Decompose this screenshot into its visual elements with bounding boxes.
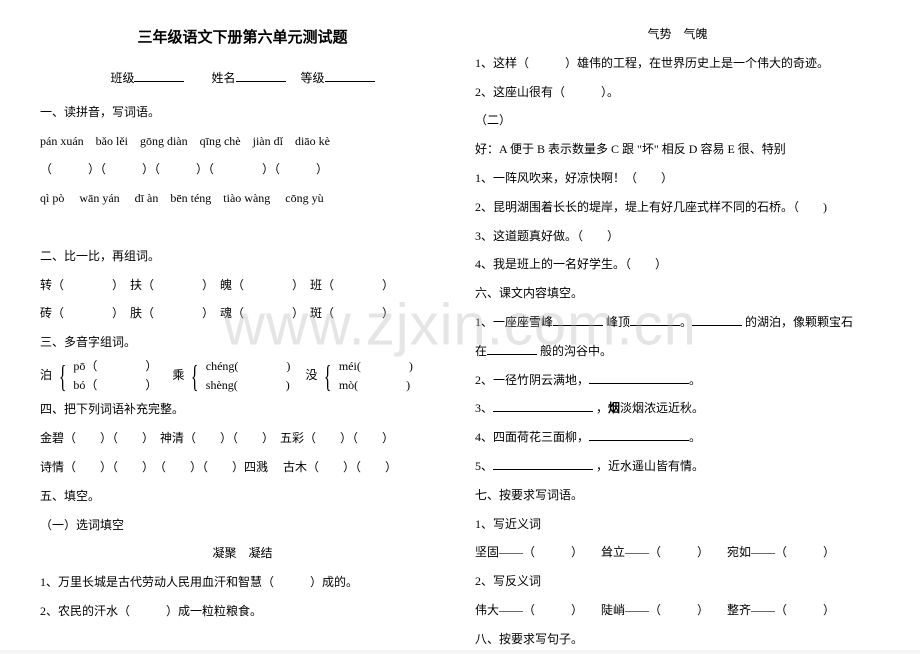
pinyin-row-2: qì pò wān yán dī àn bēn téng tiào wàng c…	[40, 184, 445, 213]
s6-3b: ，	[596, 401, 608, 415]
paren-row-2	[40, 213, 445, 242]
section-8: 八、按要求写句子。	[475, 625, 880, 654]
char-mei: 没	[305, 368, 317, 382]
mei-reading: méi( )	[339, 359, 413, 373]
info-line: 班级 姓名 等级	[40, 64, 445, 93]
s5c-options: 好：A 便于 B 表示数量多 C 跟 "坏" 相反 D 容易 E 很、特别	[475, 135, 880, 164]
name-label: 姓名	[211, 71, 235, 85]
section-1: 一、读拼音，写词语。	[40, 98, 445, 127]
s6-1c: 的湖泊，像颗颗宝石	[745, 315, 853, 329]
s6-5b: ，近水遥山皆有情。	[596, 459, 704, 473]
section-6: 六、课文内容填空。	[475, 279, 880, 308]
s5a-q1: 1、万里长城是古代劳动人民用血汗和智慧（ ）成的。	[40, 568, 445, 597]
s5a-q2: 2、农民的汗水（ ）成一粒粒粮食。	[40, 597, 445, 626]
s7-2-row: 伟大——（ ） 陡峭——（ ） 整齐——（ ）	[475, 596, 880, 625]
sheng-reading: shèng( )	[206, 378, 290, 392]
s4-row-a: 金碧（ ）（ ） 神清（ ）（ ） 五彩（ ）（ ）	[40, 424, 445, 453]
doc-title: 三年级语文下册第六单元测试题	[40, 20, 445, 56]
s6-2: 2、一径竹阴云满地，	[475, 373, 589, 387]
s5b-q2: 2、这座山很有（ ）。	[475, 78, 880, 107]
s7-1: 1、写近义词	[475, 510, 880, 539]
document-page: www.zjxin.com.cn 三年级语文下册第六单元测试题 班级 姓名 等级…	[0, 0, 920, 650]
left-column: 三年级语文下册第六单元测试题 班级 姓名 等级 一、读拼音，写词语。 pán x…	[40, 20, 460, 630]
po-reading: pō（ ）	[73, 359, 157, 373]
right-column: 气势 气魄 1、这样（ ）雄伟的工程，在世界历史上是一个伟大的奇迹。 2、这座山…	[460, 20, 880, 630]
section-4: 四、把下列词语补充完整。	[40, 395, 445, 424]
s6-5a: 5、	[475, 459, 493, 473]
char-bo: 泊	[40, 368, 52, 382]
s6-1e: 般的沟谷中。	[540, 344, 612, 358]
s5a-words: 凝聚 凝结	[40, 539, 445, 568]
s5b-words: 气势 气魄	[475, 20, 880, 49]
pinyin-row-1: pán xuán bǎo lěi gōng diàn qīng chè jiàn…	[40, 127, 445, 156]
s6-1a: 1、一座座雪峰	[475, 315, 553, 329]
s5c-q3: 3、这道题真好做。（ ）	[475, 222, 880, 251]
s5c-q4: 4、我是班上的一名好学生。（ ）	[475, 250, 880, 279]
s6-q3: 3、 ，烟淡烟浓远近秋。	[475, 394, 880, 423]
section-5c: （二）	[475, 106, 880, 135]
section-5: 五、填空。	[40, 482, 445, 511]
multi-sound-row: 泊 { pō（ ） bó（ ） 乘 { chéng( ) shèng( ) 没 …	[40, 357, 445, 395]
s6-1b: 峰顶	[606, 315, 630, 329]
s6-3c: 淡烟浓远近秋。	[620, 401, 704, 415]
s6-4: 4、四面荷花三面柳，	[475, 430, 589, 444]
s5b-q1: 1、这样（ ）雄伟的工程，在世界历史上是一个伟大的奇迹。	[475, 49, 880, 78]
section-2: 二、比一比，再组词。	[40, 242, 445, 271]
s6-q5: 5、 ，近水遥山皆有情。	[475, 452, 880, 481]
s5c-q1: 1、一阵风吹来，好凉快啊！（ ）	[475, 164, 880, 193]
bo-reading: bó（ ）	[73, 378, 157, 392]
char-cheng: 乘	[172, 368, 184, 382]
s6-q4: 4、四面荷花三面柳，。	[475, 423, 880, 452]
s6-q2: 2、一径竹阴云满地，。	[475, 366, 880, 395]
section-3: 三、多音字组词。	[40, 328, 445, 357]
mo-reading: mò( )	[339, 378, 410, 392]
s6-1d: 在	[475, 344, 487, 358]
s4-row-b: 诗情（ ）（ ） （ ）（ ）四溅 古木（ ）（ ）	[40, 453, 445, 482]
s6-3a: 3、	[475, 401, 493, 415]
s6-q1b: 在 般的沟谷中。	[475, 337, 880, 366]
class-label: 班级	[110, 71, 134, 85]
section-7: 七、按要求写词语。	[475, 481, 880, 510]
paren-row-1: （ ）（ ）（ ）（ ）（ ）	[40, 155, 445, 184]
s2-row-b: 砖（ ） 肤（ ） 魂（ ） 斑（ ）	[40, 299, 445, 328]
s2-row-a: 转（ ） 扶（ ） 魄（ ） 班（ ）	[40, 271, 445, 300]
section-5a: （一）选词填空	[40, 511, 445, 540]
s7-2: 2、写反义词	[475, 567, 880, 596]
cheng-reading: chéng( )	[206, 359, 291, 373]
s5c-q2: 2、昆明湖围着长长的堤岸，堤上有好几座式样不同的石桥。（ )	[475, 193, 880, 222]
grade-label: 等级	[301, 71, 325, 85]
s7-1-row: 坚固——（ ） 耸立——（ ） 宛如——（ ）	[475, 538, 880, 567]
s6-3b-bold: 烟	[608, 401, 620, 415]
s6-q1: 1、一座座雪峰 峰顶。 的湖泊，像颗颗宝石	[475, 308, 880, 337]
